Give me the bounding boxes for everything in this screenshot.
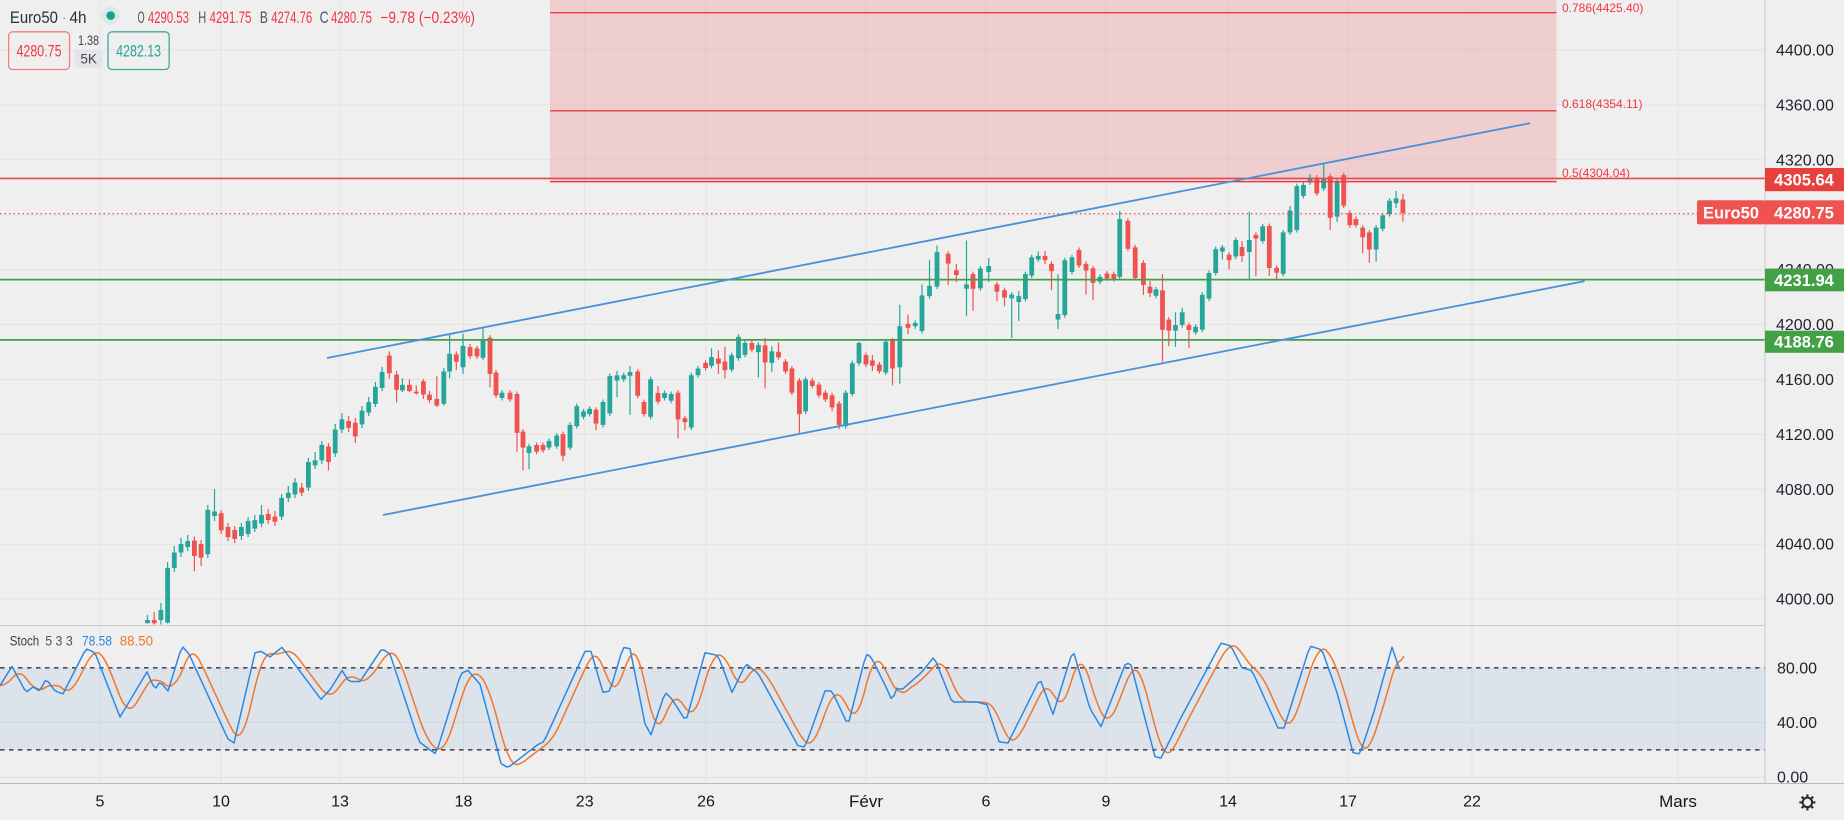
svg-text:9: 9 xyxy=(1102,794,1111,811)
svg-text:4280.75: 4280.75 xyxy=(1774,204,1834,222)
svg-text:26: 26 xyxy=(697,794,715,811)
svg-text:0.00: 0.00 xyxy=(1777,770,1808,787)
svg-text:17: 17 xyxy=(1339,794,1357,811)
svg-text:0.786(4425.40): 0.786(4425.40) xyxy=(1562,1,1643,15)
svg-text:·: · xyxy=(62,9,67,26)
svg-text:1.38: 1.38 xyxy=(78,33,99,48)
svg-text:23: 23 xyxy=(576,794,594,811)
svg-text:88.50: 88.50 xyxy=(120,633,153,649)
svg-text:40.00: 40.00 xyxy=(1777,715,1817,732)
svg-text:Euro50: Euro50 xyxy=(10,8,58,27)
svg-text:5 3 3: 5 3 3 xyxy=(45,633,73,649)
svg-text:10: 10 xyxy=(212,794,230,811)
svg-text:4282.13: 4282.13 xyxy=(116,43,161,61)
svg-text:4360.00: 4360.00 xyxy=(1776,97,1834,114)
svg-text:4274.76: 4274.76 xyxy=(271,9,312,27)
svg-text:78.58: 78.58 xyxy=(82,633,112,649)
svg-text:18: 18 xyxy=(455,794,473,811)
svg-text:4200.00: 4200.00 xyxy=(1776,317,1834,334)
svg-text:4291.75: 4291.75 xyxy=(210,9,252,27)
svg-text:Févr: Févr xyxy=(849,792,883,811)
svg-text:80.00: 80.00 xyxy=(1777,660,1817,677)
svg-text:4231.94: 4231.94 xyxy=(1774,272,1834,290)
svg-text:4h: 4h xyxy=(70,8,87,27)
svg-text:13: 13 xyxy=(331,794,349,811)
svg-text:4080.00: 4080.00 xyxy=(1776,482,1834,499)
svg-text:5: 5 xyxy=(96,794,105,811)
svg-text:22: 22 xyxy=(1463,794,1481,811)
svg-text:4320.00: 4320.00 xyxy=(1776,152,1834,169)
svg-text:4120.00: 4120.00 xyxy=(1776,427,1834,444)
svg-text:Mars: Mars xyxy=(1659,792,1697,811)
svg-text:4188.76: 4188.76 xyxy=(1774,334,1834,352)
svg-text:4400.00: 4400.00 xyxy=(1776,42,1834,59)
svg-text:C: C xyxy=(320,9,329,27)
svg-text:14: 14 xyxy=(1219,794,1237,811)
svg-text:4280.75: 4280.75 xyxy=(331,9,372,27)
svg-text:Euro50: Euro50 xyxy=(1703,204,1759,222)
svg-text:5K: 5K xyxy=(80,52,97,67)
svg-text:Stoch: Stoch xyxy=(10,633,39,649)
svg-text:B: B xyxy=(260,9,268,27)
svg-text:−9.78 (−0.23%): −9.78 (−0.23%) xyxy=(380,9,475,27)
svg-text:0.5(4304.04): 0.5(4304.04) xyxy=(1562,166,1630,180)
svg-text:0.618(4354.11): 0.618(4354.11) xyxy=(1562,97,1643,111)
svg-text:4040.00: 4040.00 xyxy=(1776,537,1834,554)
svg-text:4280.75: 4280.75 xyxy=(17,43,62,61)
svg-text:O: O xyxy=(138,9,145,27)
svg-text:6: 6 xyxy=(982,794,991,811)
svg-text:H: H xyxy=(198,9,206,27)
svg-text:4160.00: 4160.00 xyxy=(1776,372,1834,389)
svg-text:4290.53: 4290.53 xyxy=(148,9,189,27)
svg-text:4000.00: 4000.00 xyxy=(1776,592,1834,609)
svg-text:4305.64: 4305.64 xyxy=(1774,172,1834,190)
